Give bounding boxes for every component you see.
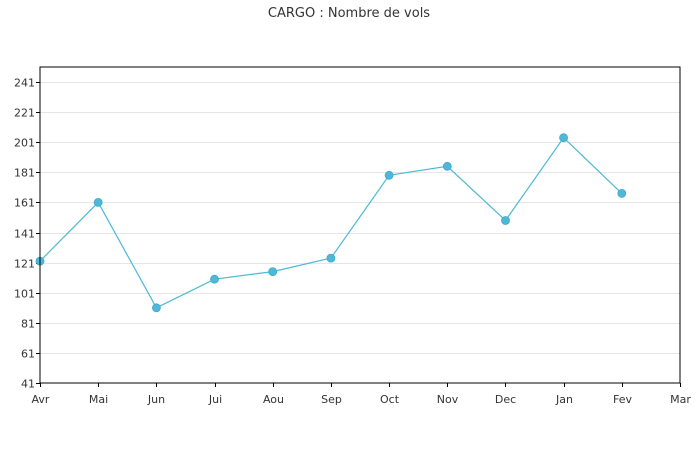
x-tick-label: Sep [321, 393, 342, 406]
data-point [559, 133, 568, 143]
x-tick-label: Fev [613, 393, 632, 406]
x-tick-label: Nov [437, 393, 459, 406]
axes: 41 61 81 101 121 141 161 181 201 221 241 Avr Mai Jun J… [14, 77, 691, 407]
data-point [501, 216, 510, 225]
data-point [268, 267, 278, 277]
data-point [93, 197, 103, 207]
grid-lines [40, 82, 680, 354]
data-point [384, 170, 394, 180]
y-tick-label: 61 [21, 348, 35, 361]
y-tick-label: 41 [21, 378, 35, 391]
x-tick-label: Mar [670, 393, 691, 406]
x-tick-label: Jan [555, 393, 573, 406]
y-tick-label: 101 [14, 288, 35, 301]
data-point [210, 274, 219, 284]
data-point [326, 253, 336, 263]
chart-title: CARGO : Nombre de vols [268, 6, 430, 21]
y-tick-label: 241 [14, 77, 35, 90]
y-tick-label: 141 [14, 228, 35, 241]
x-tick-label: Jui [208, 393, 222, 406]
data-point [617, 188, 627, 198]
x-tick-label: Oct [380, 393, 400, 406]
x-tick-label: Mai [89, 393, 108, 406]
series-line [39, 136, 623, 309]
plot-frame [39, 66, 681, 384]
y-tick-label: 161 [14, 197, 35, 210]
y-tick-label: 221 [14, 107, 35, 120]
data-point [442, 161, 452, 171]
x-tick-label: Aou [263, 393, 284, 406]
data-point [151, 303, 161, 313]
y-tick-label: 121 [14, 258, 35, 271]
y-tick-label: 81 [21, 318, 35, 331]
x-tick-label: Avr [32, 393, 50, 406]
y-tick-label: 181 [14, 167, 35, 180]
x-tick-label: Dec [495, 393, 516, 406]
series-layer [35, 133, 627, 313]
x-tick-label: Jun [147, 393, 165, 406]
y-tick-label: 201 [14, 137, 35, 150]
